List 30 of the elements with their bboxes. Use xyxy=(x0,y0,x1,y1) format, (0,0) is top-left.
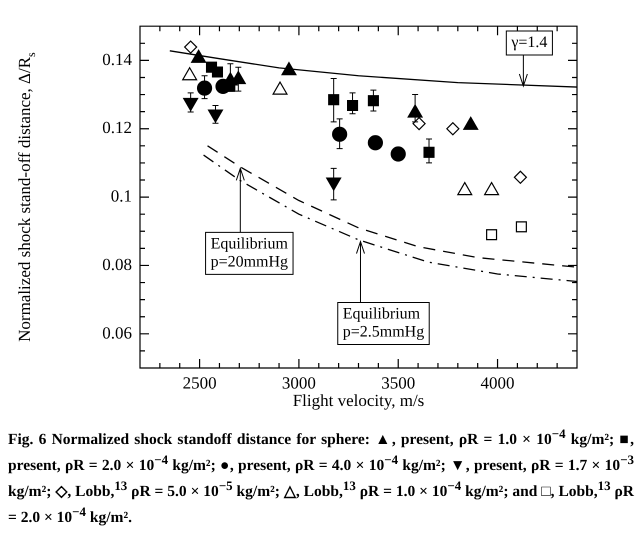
x-tick-label: 2500 xyxy=(182,374,217,393)
point xyxy=(516,221,527,232)
x-axis-title: Flight velocity, m/s xyxy=(292,391,424,410)
point xyxy=(328,94,340,106)
y-tick-label: 0.06 xyxy=(102,323,132,342)
point xyxy=(346,100,358,112)
point xyxy=(412,117,426,130)
y-tick-label: 0.12 xyxy=(102,118,132,138)
text: Fig. 6 Normalized shock standoff distance for sphere: ▲, present, ρR = 1.0 × 10$^{−4}$ kg/m²; ■, present, ρR = 2.0 × 10$^{−4}$ kg/m²; ●, present, ρR = 4.0 × 10$^{−4}$ kg/m²; ▼, present, ρR = 1.7 × 10$^{−3}$ kg/m²; ◇, Lobb,$^{13}$ ρR = 5.0 × 10$^{−5}$ kg/m²; △, Lobb,$^{13}$ ρR = 1.0 × 10$^{−4}$ kg/m²; and □, Lobb,$^{13}$ ρR = 2.0 × 10$^{−4}$ kg/m². xyxy=(8,426,634,527)
point xyxy=(368,135,383,150)
point xyxy=(486,229,498,240)
point xyxy=(423,146,435,158)
annotation: γ=1.4 xyxy=(510,34,548,52)
x-tick-label: 4000 xyxy=(480,374,515,393)
annotation: Equilibrium p=20mmHg xyxy=(210,236,288,271)
x-tick-label: 3000 xyxy=(282,374,316,393)
y-tick-label: 0.14 xyxy=(102,50,132,69)
point xyxy=(368,95,379,106)
x-tick-label: 3500 xyxy=(381,374,416,393)
point xyxy=(184,40,198,54)
annotation: Equilibrium p=2.5mmHg xyxy=(342,306,424,341)
point xyxy=(212,66,224,78)
y-axis-title: Normalized shock stand-off distance, Δ/Rs xyxy=(15,52,38,342)
y-tick-label: 0.1 xyxy=(110,186,132,206)
point xyxy=(390,146,406,162)
point xyxy=(332,126,348,142)
point xyxy=(196,80,212,96)
point xyxy=(446,122,460,136)
y-tick-label: 0.08 xyxy=(102,254,132,274)
point xyxy=(514,170,527,184)
